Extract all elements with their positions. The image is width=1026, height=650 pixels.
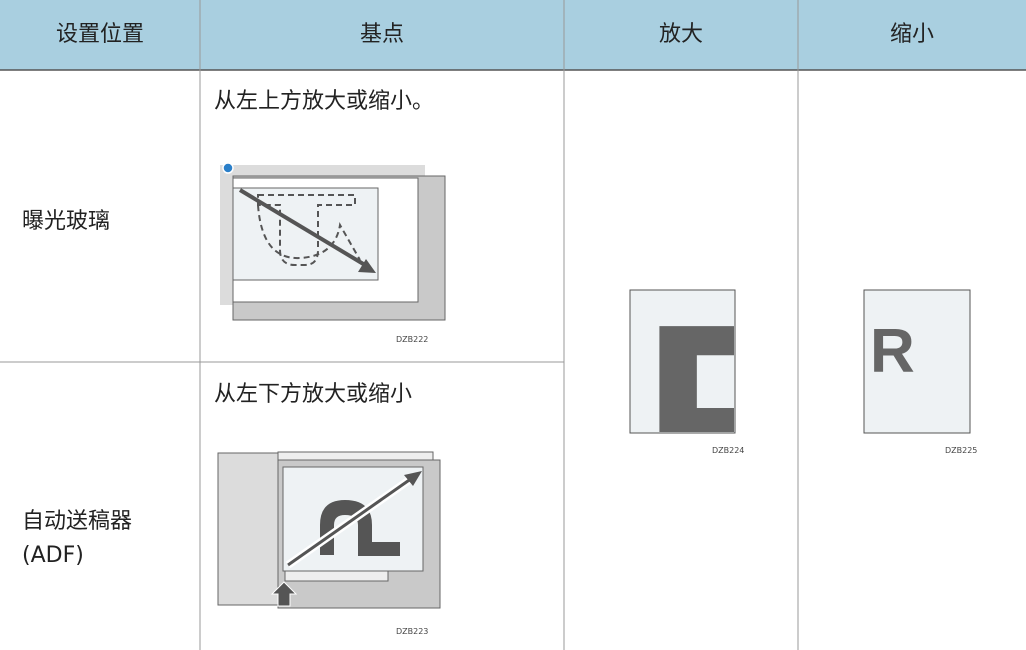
location-text: (ADF) bbox=[22, 543, 84, 568]
header-cell: 基点 bbox=[359, 22, 404, 47]
reduce-page bbox=[863, 289, 971, 434]
header-cell: 缩小 bbox=[889, 22, 934, 47]
figure-code: DZB225 bbox=[945, 446, 978, 455]
location-text: 曝光玻璃 bbox=[22, 209, 111, 234]
description-text: 从左下方放大或缩小 bbox=[214, 382, 413, 407]
header-cell: 放大 bbox=[658, 22, 703, 47]
reduce-letter: R bbox=[870, 317, 915, 386]
figure-code: DZB222 bbox=[396, 335, 429, 344]
description-text: 从左上方放大或缩小。 bbox=[214, 89, 435, 114]
enlarge-page bbox=[629, 289, 736, 434]
header-cell: 设置位置 bbox=[55, 22, 144, 47]
adf-figure bbox=[217, 451, 441, 609]
platen-figure bbox=[220, 162, 446, 321]
figure-code: DZB223 bbox=[396, 627, 429, 636]
figure-code: DZB224 bbox=[712, 446, 745, 455]
location-text: 自动送稿器 bbox=[22, 509, 133, 534]
enlarge-letter: R bbox=[642, 271, 830, 561]
header-background bbox=[0, 0, 1026, 70]
